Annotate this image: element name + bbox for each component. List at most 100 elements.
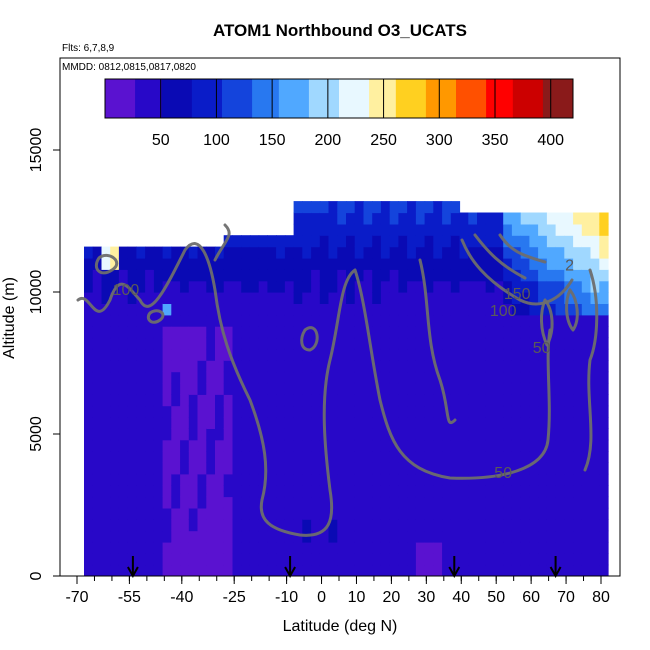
heatmap-cell bbox=[84, 314, 94, 327]
heatmap-cell bbox=[590, 382, 600, 395]
heatmap-cell bbox=[249, 541, 260, 554]
heatmap-cell bbox=[372, 439, 382, 452]
heatmap-cell bbox=[145, 451, 155, 463]
heatmap-cell bbox=[363, 360, 373, 373]
heatmap-cell bbox=[599, 496, 609, 509]
heatmap-cell bbox=[267, 507, 277, 520]
heatmap-cell bbox=[363, 394, 373, 407]
heatmap-cell bbox=[337, 417, 347, 429]
heatmap-cell bbox=[599, 257, 609, 270]
heatmap-cell bbox=[433, 280, 443, 293]
heatmap-cell bbox=[153, 269, 164, 282]
colorbar-tick-label: 300 bbox=[426, 132, 453, 149]
heatmap-cell bbox=[590, 530, 600, 543]
heatmap-cell bbox=[267, 235, 277, 248]
heatmap-cell bbox=[573, 212, 583, 225]
heatmap-cell bbox=[110, 246, 120, 259]
heatmap-cell bbox=[494, 507, 504, 520]
heatmap-cell bbox=[293, 405, 303, 418]
heatmap-cell bbox=[276, 394, 286, 407]
heatmap-cell bbox=[477, 496, 487, 509]
colorbar-segment bbox=[395, 79, 400, 118]
heatmap-cell bbox=[101, 485, 111, 498]
heatmap-cell bbox=[459, 485, 469, 498]
heatmap-cell bbox=[267, 269, 277, 282]
heatmap-cell bbox=[555, 405, 565, 418]
colorbar-tick-label: 150 bbox=[259, 132, 286, 149]
heatmap-cell bbox=[319, 507, 330, 520]
heatmap-cell bbox=[267, 417, 277, 429]
colorbar-segment bbox=[506, 79, 510, 118]
heatmap-cell bbox=[215, 530, 225, 543]
colorbar-segment bbox=[322, 79, 327, 118]
heatmap-cell bbox=[101, 337, 111, 350]
heatmap-cell bbox=[354, 405, 364, 418]
x-tick-label: 40 bbox=[452, 589, 470, 606]
heatmap-cell bbox=[162, 337, 172, 350]
colorbar-segment bbox=[496, 79, 500, 118]
heatmap-cell bbox=[450, 405, 461, 418]
heatmap-cell bbox=[354, 269, 364, 282]
heatmap-cell bbox=[328, 564, 338, 576]
heatmap-cell bbox=[546, 519, 557, 532]
heatmap-cell bbox=[206, 246, 216, 259]
heatmap-cell bbox=[337, 326, 347, 339]
heatmap-cell bbox=[494, 348, 504, 361]
heatmap-cell bbox=[459, 530, 469, 543]
heatmap-cell bbox=[337, 462, 347, 475]
heatmap-cell bbox=[337, 473, 347, 486]
heatmap-cell bbox=[468, 257, 478, 270]
heatmap-cell bbox=[258, 292, 268, 304]
heatmap-cell bbox=[442, 564, 452, 576]
colorbar-segment bbox=[282, 79, 287, 118]
heatmap-cell bbox=[171, 428, 181, 441]
heatmap-cell bbox=[599, 462, 609, 475]
heatmap-cell bbox=[485, 269, 495, 282]
heatmap-cell bbox=[450, 485, 461, 498]
heatmap-cell bbox=[354, 348, 364, 361]
heatmap-cell bbox=[477, 360, 487, 373]
heatmap-cell bbox=[389, 360, 399, 373]
heatmap-cell bbox=[162, 382, 172, 395]
heatmap-cell bbox=[215, 417, 225, 429]
heatmap-cell bbox=[546, 496, 557, 509]
heatmap-cell bbox=[153, 439, 164, 452]
heatmap-cell bbox=[415, 439, 426, 452]
heatmap-cell bbox=[171, 337, 181, 350]
heatmap-cell bbox=[581, 269, 592, 282]
heatmap-cell bbox=[110, 553, 120, 566]
heatmap-cell bbox=[581, 428, 592, 441]
heatmap-cell bbox=[188, 371, 199, 384]
colorbar-segment bbox=[456, 79, 460, 118]
heatmap-cell bbox=[407, 530, 417, 543]
heatmap-cell bbox=[354, 337, 364, 350]
heatmap-cell bbox=[407, 292, 417, 304]
heatmap-cell bbox=[372, 496, 382, 509]
heatmap-cell bbox=[284, 428, 295, 441]
heatmap-cell bbox=[249, 382, 260, 395]
heatmap-cell bbox=[215, 473, 225, 486]
heatmap-cell bbox=[215, 348, 225, 361]
heatmap-cell bbox=[162, 462, 172, 475]
heatmap-cell bbox=[363, 439, 373, 452]
heatmap-cell bbox=[433, 405, 443, 418]
heatmap-cell bbox=[433, 292, 443, 304]
colorbar-segment bbox=[278, 79, 283, 118]
heatmap-cell bbox=[302, 462, 312, 475]
colorbar-segment bbox=[415, 79, 420, 118]
heatmap-cell bbox=[450, 541, 461, 554]
heatmap-cell bbox=[206, 485, 216, 498]
heatmap-cell bbox=[564, 292, 574, 304]
heatmap-cell bbox=[145, 428, 155, 441]
heatmap-cell bbox=[293, 564, 303, 576]
heatmap-cell bbox=[494, 314, 504, 327]
heatmap-cell bbox=[494, 394, 504, 407]
heatmap-cell bbox=[590, 405, 600, 418]
heatmap-cell bbox=[101, 564, 111, 576]
heatmap-cell bbox=[206, 280, 216, 293]
heatmap-cell bbox=[162, 405, 172, 418]
heatmap-cell bbox=[546, 360, 557, 373]
heatmap-cell bbox=[494, 530, 504, 543]
heatmap-cell bbox=[380, 292, 391, 304]
colorbar-segment bbox=[519, 79, 524, 118]
